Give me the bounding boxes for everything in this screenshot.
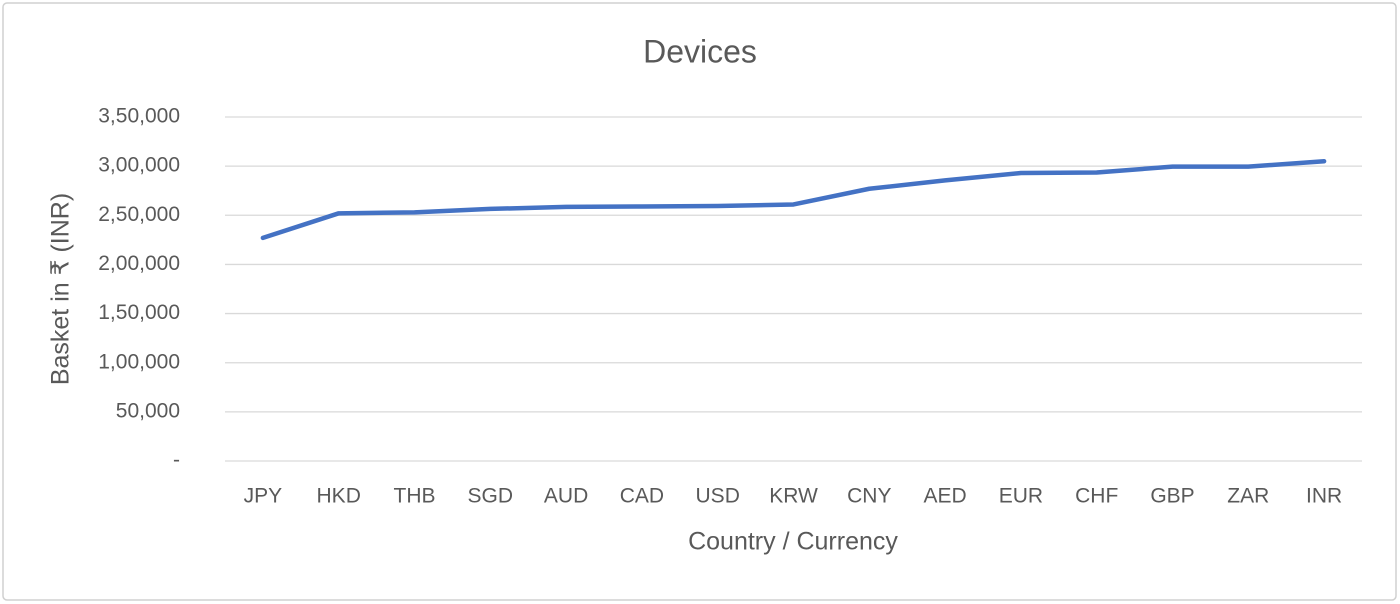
x-tick-label: EUR [999,485,1043,508]
y-tick-label: 2,50,000 [98,203,180,226]
y-tick-label: - [173,449,180,472]
y-tick-label: 3,50,000 [98,105,180,128]
x-tick-label: INR [1306,485,1342,508]
x-tick-label: ZAR [1227,485,1269,508]
chart-title: Devices [643,33,757,69]
x-tick-label: CNY [847,485,891,508]
x-tick-label: AUD [544,485,588,508]
x-tick-label: HKD [317,485,361,508]
x-axis-title: Country / Currency [688,528,898,556]
y-tick-label: 3,00,000 [98,154,180,177]
data-line [260,158,1327,241]
x-tick-label: THB [394,485,436,508]
y-tick-label: 50,000 [116,399,180,422]
x-tick-label: JPY [244,485,283,508]
x-tick-label: USD [696,485,740,508]
x-tick-label: GBP [1150,485,1194,508]
x-tick-label: KRW [769,485,818,508]
x-tick-label: CAD [620,485,664,508]
x-tick-label: CHF [1075,485,1118,508]
y-tick-label: 1,00,000 [98,350,180,373]
x-tick-label: SGD [468,485,514,508]
y-tick-label: 1,50,000 [98,301,180,324]
y-axis-title: Basket in ₹ (INR) [47,193,75,385]
x-tick-label: AED [924,485,967,508]
y-tick-label: 2,00,000 [98,252,180,275]
